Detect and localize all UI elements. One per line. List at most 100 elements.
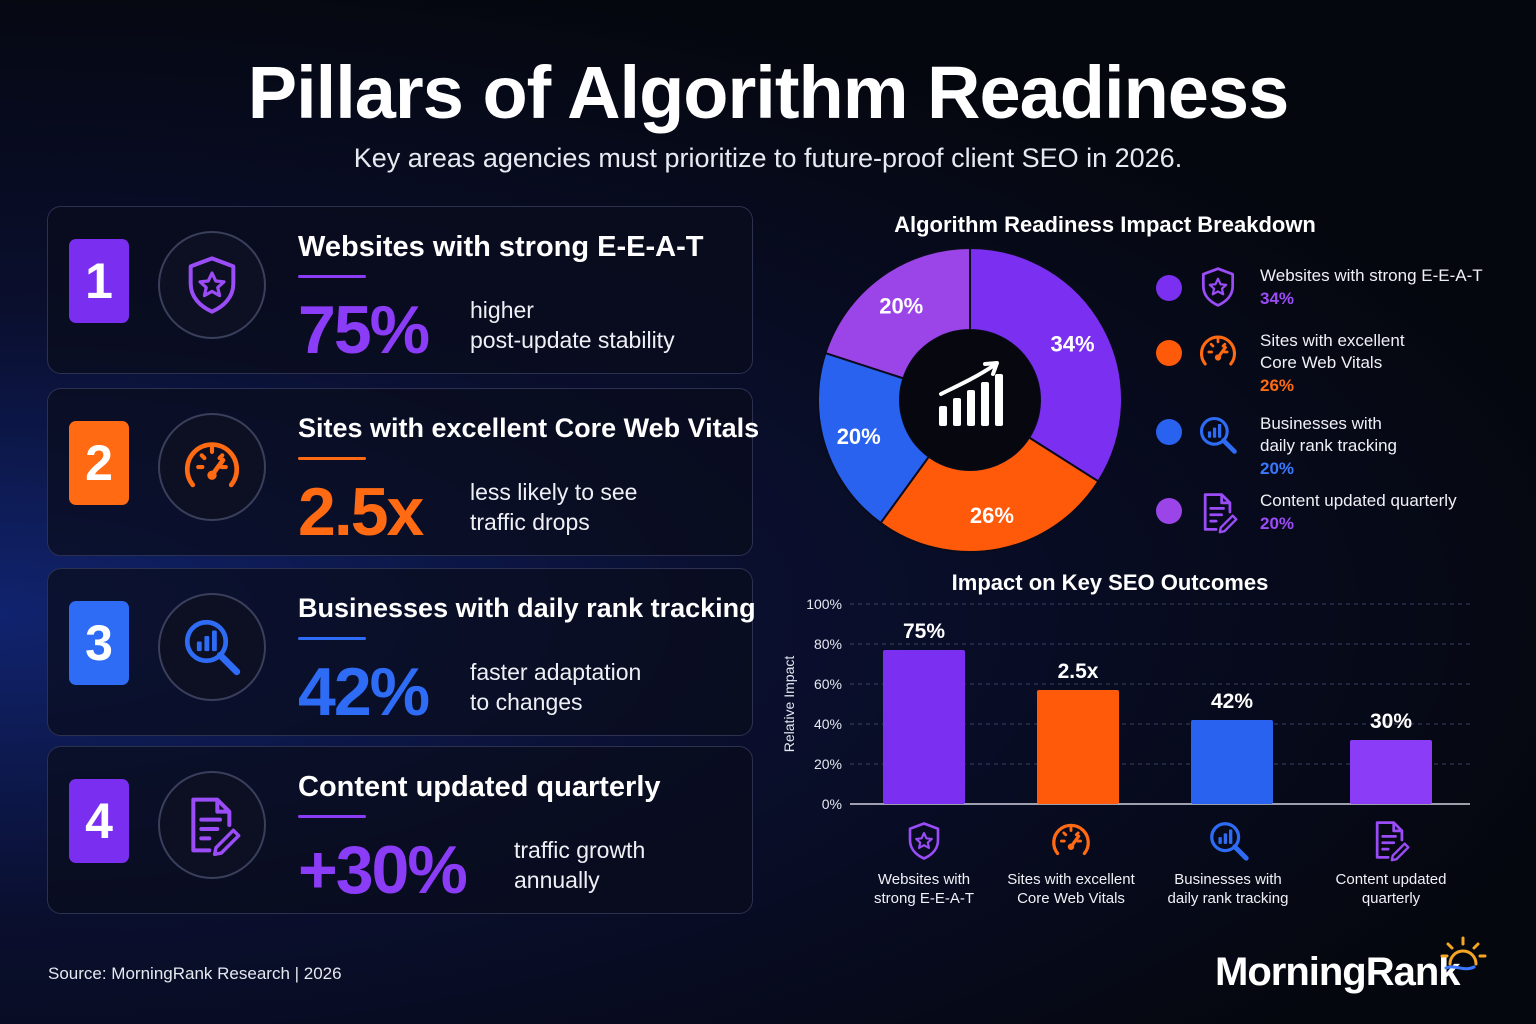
y-tick-label: 60%	[814, 676, 842, 692]
legend-value: 26%	[1260, 376, 1295, 395]
legend-label: Businesses with daily rank tracking	[1260, 413, 1397, 457]
document-pencil-icon	[1368, 818, 1412, 862]
pillar-description: faster adaptation to changes	[470, 657, 641, 717]
pillar-card-3: 3 Businesses with daily rank tracking 42…	[47, 568, 756, 736]
pillar-accent-line	[298, 457, 366, 460]
donut-slice-label: 20%	[879, 293, 923, 318]
sunrise-icon	[1440, 936, 1487, 971]
donut-slice-label: 20%	[837, 424, 881, 449]
shield-star-icon	[903, 820, 945, 862]
speedometer-icon	[179, 434, 245, 500]
pillar-description-line: post-update stability	[470, 327, 675, 353]
y-tick-label: 0%	[822, 796, 842, 812]
bar-chart-title: Impact on Key SEO Outcomes	[951, 570, 1269, 595]
pillar-icon-circle	[158, 231, 266, 339]
pillar-card-2: 2 Sites with excellent Core Web Vitals 2…	[47, 388, 759, 556]
bar-category-label-1: Websites with strong E-E-A-T	[834, 870, 1014, 908]
bar-category-line: quarterly	[1361, 890, 1421, 907]
bar-category-line: Sites with excellent	[1007, 871, 1135, 888]
bar-value-label: 2.5x	[1058, 660, 1099, 683]
pillar-number-badge: 4	[69, 779, 129, 863]
pillar-description: less likely to see traffic drops	[470, 477, 637, 537]
pillar-description-line: to changes	[470, 689, 583, 715]
growth-chart-icon	[939, 361, 1003, 426]
pillar-description-line: higher	[470, 297, 534, 323]
y-tick-label: 100%	[806, 596, 842, 612]
bar-category-line: Businesses with	[1174, 871, 1282, 888]
bar-value-label: 30%	[1370, 710, 1412, 733]
speedometer-icon	[1048, 818, 1094, 864]
document-pencil-icon	[1196, 490, 1240, 534]
pillar-stat: 42%	[298, 654, 430, 730]
pillar-icon-circle	[158, 771, 266, 879]
page-title: Pillars of Algorithm Readiness	[247, 51, 1290, 134]
y-tick-label: 20%	[814, 756, 842, 772]
pillar-title: Content updated quarterly	[298, 771, 661, 803]
bar-category-line: strong E-E-A-T	[873, 890, 975, 907]
pillar-stat: +30%	[298, 832, 468, 908]
pillar-description-line: annually	[514, 867, 600, 893]
bar-value-label: 75%	[903, 620, 945, 643]
pillar-title: Businesses with daily rank tracking	[298, 593, 756, 623]
pillar-card-4: 4 Content updated quarterly +30% traffic…	[47, 746, 753, 914]
donut-slice-label: 34%	[1051, 332, 1095, 357]
pillar-stat: 2.5x	[298, 474, 424, 550]
brand-name: MorningRank	[1215, 950, 1461, 994]
bar	[1191, 720, 1273, 804]
bar-category-line: Content updated	[1335, 871, 1447, 888]
legend-dot	[1156, 340, 1182, 366]
pillar-title: Websites with strong E-E-A-T	[298, 231, 704, 263]
magnifier-chart-icon	[1196, 413, 1240, 457]
pillar-icon-circle	[158, 593, 266, 701]
legend-label: Websites with strong E-E-A-T	[1260, 266, 1483, 285]
pillar-icon-circle	[158, 413, 266, 521]
donut-slice-label: 26%	[970, 503, 1014, 528]
pillar-accent-line	[298, 275, 366, 278]
shield-star-icon	[1196, 265, 1240, 309]
bar-category-label-4: Content updated quarterly	[1301, 870, 1481, 908]
pillar-number-badge: 1	[69, 239, 129, 323]
bar	[1037, 690, 1119, 804]
bar-category-label-2: Sites with excellent Core Web Vitals	[981, 870, 1161, 908]
pillar-number-badge: 3	[69, 601, 129, 685]
magnifier-chart-icon	[1206, 818, 1252, 864]
legend-dot	[1156, 275, 1182, 301]
donut-center-circle	[900, 330, 1040, 470]
pillar-number-badge: 2	[69, 421, 129, 505]
source-note: Source: MorningRank Research | 2026	[48, 964, 342, 983]
bar	[883, 650, 965, 804]
pillar-description-line: traffic drops	[470, 509, 590, 535]
legend-label: Content updated quarterly	[1260, 491, 1457, 510]
shield-star-icon	[180, 253, 244, 317]
y-tick-label: 40%	[814, 716, 842, 732]
magnifier-chart-icon	[179, 614, 245, 680]
legend-value: 34%	[1260, 289, 1295, 308]
pillar-description: traffic growth annually	[514, 835, 645, 895]
legend-label-line: Businesses with	[1260, 414, 1382, 433]
bar-category-line: Core Web Vitals	[1017, 890, 1125, 907]
bar-chart: 0% 20% 40% 60% 80% 100% Relative Impact 75% 2.5x…	[781, 596, 1470, 812]
pillar-title: Sites with excellent Core Web Vitals	[298, 413, 760, 443]
bar-value-label: 42%	[1211, 690, 1253, 713]
legend-label-line: Sites with excellent	[1260, 331, 1405, 350]
document-pencil-icon	[180, 793, 244, 857]
pillar-description-line: traffic growth	[514, 837, 646, 863]
page-subtitle: Key areas agencies must prioritize to fu…	[353, 143, 1183, 173]
legend-dot	[1156, 419, 1182, 445]
pillar-accent-line	[298, 815, 366, 818]
pillar-card-1: 1 Websites with strong E-E-A-T 75% highe…	[47, 206, 753, 374]
bar-category-line: daily rank tracking	[1167, 890, 1289, 907]
legend-value: 20%	[1260, 459, 1295, 478]
bar	[1350, 740, 1432, 804]
y-axis-label: Relative Impact	[781, 656, 797, 753]
pillar-description-line: less likely to see	[470, 479, 638, 505]
legend-label-line: Core Web Vitals	[1260, 353, 1383, 372]
bar-category-label-3: Businesses with daily rank tracking	[1138, 870, 1318, 908]
pillar-description-line: faster adaptation	[470, 659, 642, 685]
pillar-description: higher post-update stability	[470, 295, 675, 355]
pillar-stat: 75%	[298, 292, 430, 368]
legend-label-line: daily rank tracking	[1260, 436, 1398, 455]
donut-chart-title: Algorithm Readiness Impact Breakdown	[894, 212, 1316, 237]
legend-dot	[1156, 498, 1182, 524]
y-tick-label: 80%	[814, 636, 842, 652]
